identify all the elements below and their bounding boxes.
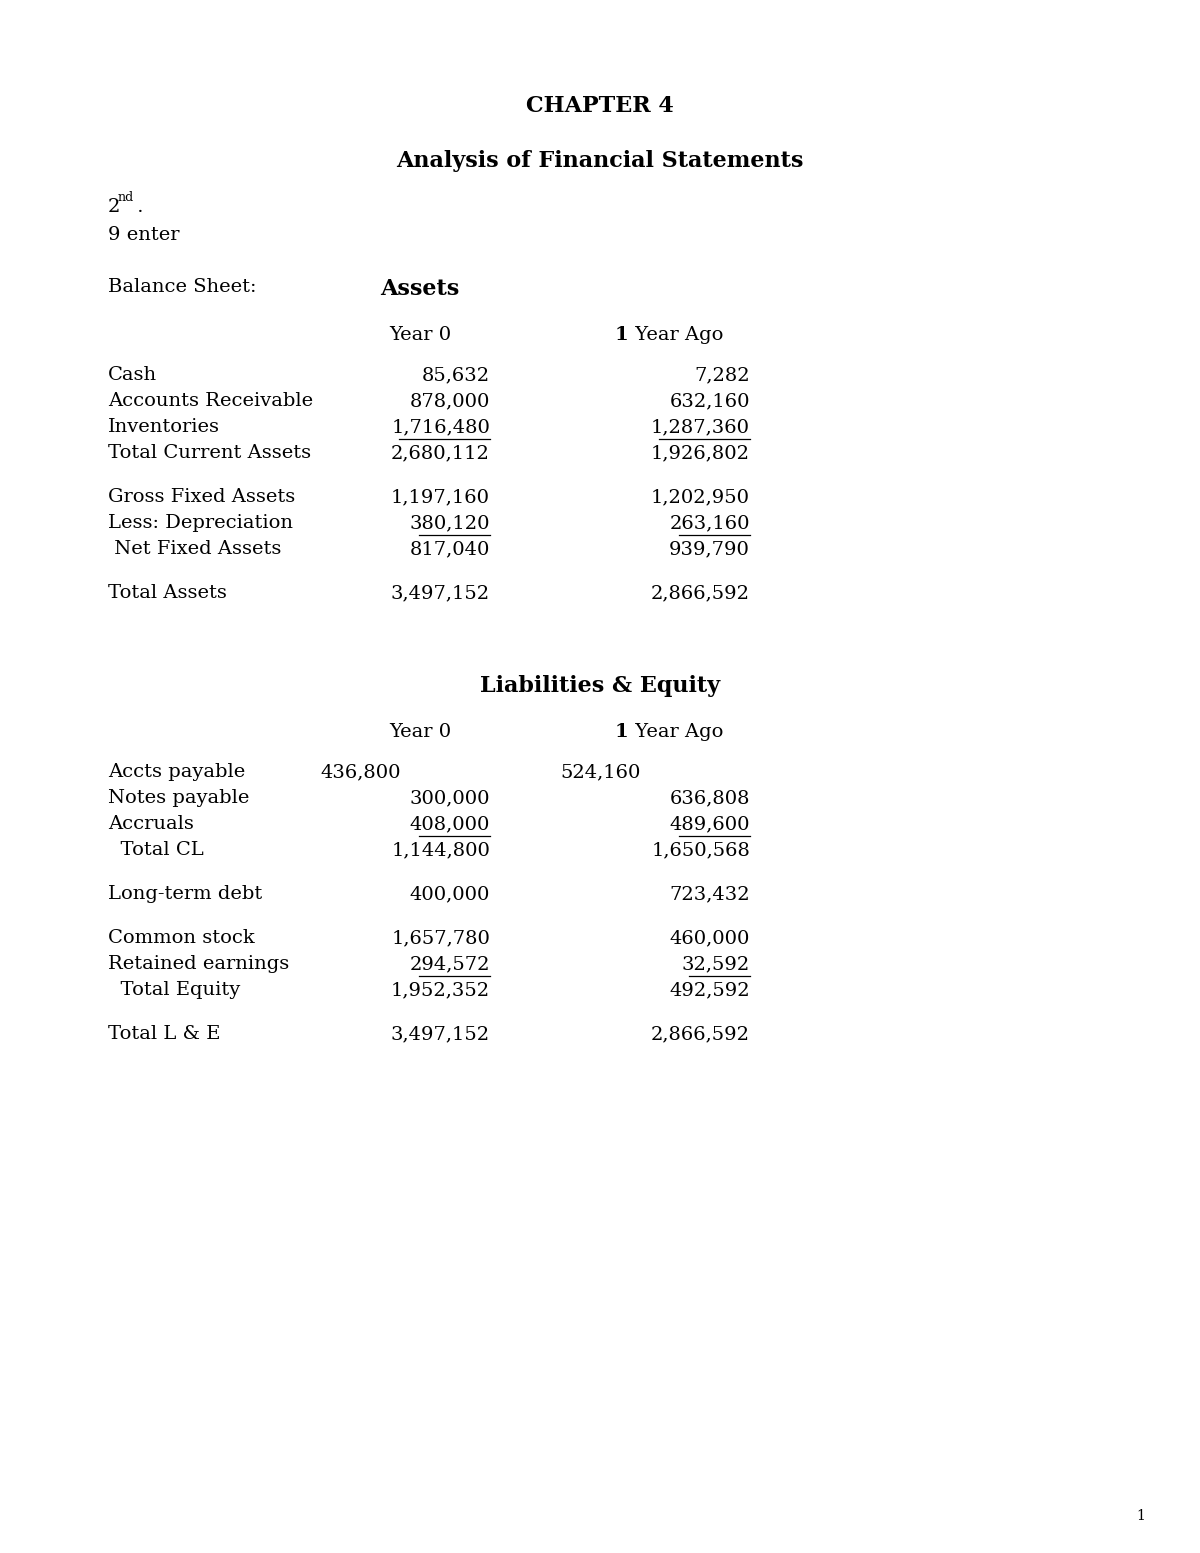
Text: 436,800: 436,800 [320,763,401,781]
Text: 408,000: 408,000 [409,815,490,832]
Text: 32,592: 32,592 [682,955,750,974]
Text: 1,202,950: 1,202,950 [650,488,750,506]
Text: Total CL: Total CL [108,842,204,859]
Text: Less: Depreciation: Less: Depreciation [108,514,293,533]
Text: Year Ago: Year Ago [629,724,724,741]
Text: CHAPTER 4: CHAPTER 4 [526,95,674,116]
Text: .: . [131,197,144,216]
Text: Year 0: Year 0 [389,724,451,741]
Text: Total L & E: Total L & E [108,1025,221,1044]
Text: Liabilities & Equity: Liabilities & Equity [480,676,720,697]
Text: 1,287,360: 1,287,360 [650,418,750,436]
Text: 3,497,152: 3,497,152 [391,584,490,603]
Text: 1,650,568: 1,650,568 [652,842,750,859]
Text: 300,000: 300,000 [409,789,490,808]
Text: Balance Sheet:: Balance Sheet: [108,278,257,297]
Text: 1,197,160: 1,197,160 [391,488,490,506]
Text: 9 enter: 9 enter [108,227,180,244]
Text: 636,808: 636,808 [670,789,750,808]
Text: 7,282: 7,282 [695,367,750,384]
Text: 939,790: 939,790 [670,540,750,558]
Text: 2,866,592: 2,866,592 [650,584,750,603]
Text: 1,952,352: 1,952,352 [391,981,490,999]
Text: Year 0: Year 0 [389,326,451,345]
Text: 878,000: 878,000 [409,391,490,410]
Text: Long-term debt: Long-term debt [108,885,263,902]
Text: Year Ago: Year Ago [629,326,724,345]
Text: 380,120: 380,120 [409,514,490,533]
Text: 489,600: 489,600 [670,815,750,832]
Text: Total Current Assets: Total Current Assets [108,444,311,461]
Text: 723,432: 723,432 [670,885,750,902]
Text: Assets: Assets [380,278,460,300]
Text: Accts payable: Accts payable [108,763,245,781]
Text: 400,000: 400,000 [409,885,490,902]
Text: nd: nd [118,191,134,203]
Text: 817,040: 817,040 [409,540,490,558]
Text: Retained earnings: Retained earnings [108,955,289,974]
Text: 294,572: 294,572 [409,955,490,974]
Text: Analysis of Financial Statements: Analysis of Financial Statements [396,151,804,172]
Text: Total Equity: Total Equity [108,981,240,999]
Text: 632,160: 632,160 [670,391,750,410]
Text: Total Assets: Total Assets [108,584,227,603]
Text: Inventories: Inventories [108,418,220,436]
Text: 3,497,152: 3,497,152 [391,1025,490,1044]
Text: 492,592: 492,592 [670,981,750,999]
Text: 2: 2 [108,197,120,216]
Text: Accounts Receivable: Accounts Receivable [108,391,313,410]
Text: 1: 1 [616,724,629,741]
Text: Cash: Cash [108,367,157,384]
Text: 1,926,802: 1,926,802 [650,444,750,461]
Text: 85,632: 85,632 [422,367,490,384]
Text: 524,160: 524,160 [560,763,641,781]
Text: Common stock: Common stock [108,929,254,947]
Text: 1: 1 [616,326,629,345]
Text: 2,680,112: 2,680,112 [391,444,490,461]
Text: Accruals: Accruals [108,815,194,832]
Text: 1,657,780: 1,657,780 [391,929,490,947]
Text: 1: 1 [1136,1510,1145,1523]
Text: 263,160: 263,160 [670,514,750,533]
Text: 1,716,480: 1,716,480 [391,418,490,436]
Text: Notes payable: Notes payable [108,789,250,808]
Text: Gross Fixed Assets: Gross Fixed Assets [108,488,295,506]
Text: 1,144,800: 1,144,800 [391,842,490,859]
Text: 2,866,592: 2,866,592 [650,1025,750,1044]
Text: Net Fixed Assets: Net Fixed Assets [108,540,281,558]
Text: 460,000: 460,000 [670,929,750,947]
